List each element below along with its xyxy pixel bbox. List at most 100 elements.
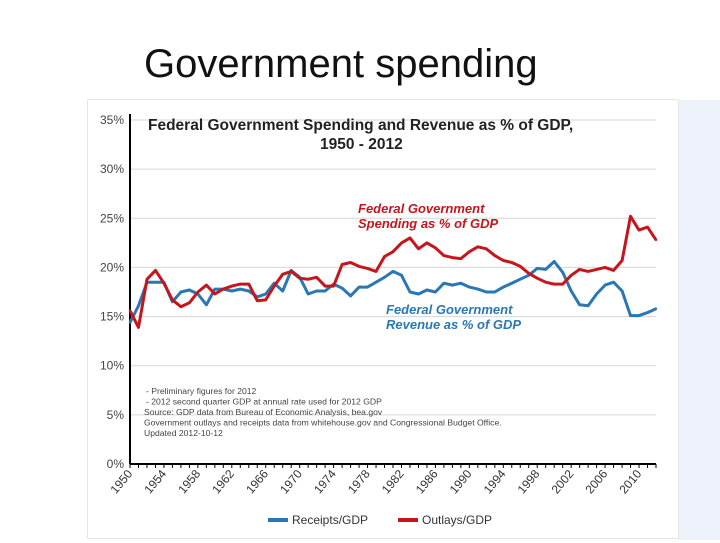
outlays-data-point <box>434 246 437 249</box>
outlays-data-point <box>417 247 420 250</box>
outlays-data-point <box>171 298 174 302</box>
outlays-data-point <box>145 278 149 281</box>
receipts-data-point <box>137 304 140 307</box>
receipts-data-point <box>476 287 479 291</box>
x-tick-label: 2006 <box>583 467 611 497</box>
outlays-data-point <box>205 283 208 287</box>
outlays-data-point <box>586 270 590 273</box>
receipts-data-point <box>323 289 327 293</box>
outlays-data-point <box>442 254 446 257</box>
x-tick-labels: 1950 1954 1958 1962 1966 1970 1974 1978 1982 1986… <box>107 467 644 497</box>
outlays-data-point <box>620 259 624 262</box>
outlays-data-point <box>162 282 166 285</box>
outlays-data-point <box>578 268 581 271</box>
x-tick-label: 1974 <box>311 467 339 497</box>
outlays-data-point <box>603 266 607 269</box>
receipts-legend-label: Receipts/GDP <box>292 513 368 527</box>
x-tick-label: 2002 <box>549 467 577 497</box>
receipts-data-point <box>510 282 513 285</box>
outlays-data-point <box>332 284 335 288</box>
y-tick-label: 15% <box>100 310 124 324</box>
receipts-data-point <box>315 289 318 293</box>
outlays-data-point <box>451 256 454 259</box>
outlays-data-point <box>239 282 242 286</box>
slide-title: Government spending <box>144 42 538 86</box>
outlays-data-point <box>527 272 530 275</box>
receipts-data-point <box>578 303 581 306</box>
receipts-data-point <box>230 289 233 293</box>
outlays-data-point <box>459 257 463 260</box>
y-tick-label: 25% <box>100 211 124 225</box>
outlays-data-point <box>510 261 513 264</box>
receipts-data-point <box>493 290 496 294</box>
receipts-data-point <box>646 311 649 314</box>
receipts-data-point <box>213 287 216 291</box>
chart-frame: 0% 5% 10% 15% 20% 25% 30% 35% 1950 1954 1958 1962 1… <box>88 100 678 538</box>
receipts-data-point <box>391 270 395 273</box>
receipts-data-point <box>188 288 191 292</box>
outlays-data-point <box>654 238 658 242</box>
receipts-data-point <box>179 290 183 294</box>
outlays-data-point <box>179 305 183 308</box>
outlays-data-point <box>408 236 412 240</box>
x-tick-label: 1962 <box>209 467 237 497</box>
outlays-data-point <box>383 255 386 258</box>
outlays-data-point <box>612 269 615 272</box>
grid-lines <box>130 119 656 416</box>
outlays-data-point <box>485 247 488 250</box>
source-note: Updated 2012-10-12 <box>144 428 223 438</box>
outlays-data-point <box>230 284 233 288</box>
outlays-data-point <box>544 281 547 284</box>
outlays-data-point <box>536 277 539 280</box>
receipts-data-point <box>442 282 446 285</box>
outlays-data-point <box>307 278 310 281</box>
outlays-data-point <box>273 284 276 288</box>
receipts-data-point <box>154 281 157 284</box>
outlays-data-point <box>595 268 598 271</box>
receipts-data-point <box>459 282 463 285</box>
outlays-data-point <box>374 270 378 273</box>
outlays-data-point <box>391 250 395 253</box>
source-notes: - Preliminary figures for 2012- 2012 sec… <box>144 386 502 438</box>
x-tick-label: 2010 <box>616 467 644 497</box>
x-tick-label: 1994 <box>481 467 509 497</box>
revenue-annotation: Federal Government <box>386 302 513 317</box>
spending-annotation: Federal Government <box>358 201 485 216</box>
source-note: - 2012 second quarter GDP at annual rate… <box>146 397 382 407</box>
receipts-data-point <box>247 289 250 293</box>
outlays-data-point <box>264 298 267 302</box>
source-note: - Preliminary figures for 2012 <box>146 386 257 396</box>
outlays-data-point <box>154 269 157 272</box>
receipts-data-point <box>128 321 132 324</box>
outlays-data-point <box>222 287 225 291</box>
y-tick-label: 5% <box>107 408 125 422</box>
outlays-data-point <box>561 282 564 286</box>
receipts-data-point <box>264 292 267 296</box>
y-tick-label: 20% <box>100 260 124 274</box>
receipts-data-point <box>281 289 284 293</box>
revenue-annotation: Revenue as % of GDP <box>386 317 521 332</box>
outlays-data-point <box>366 267 369 270</box>
x-tick-label: 1954 <box>141 467 169 497</box>
receipts-data-point <box>519 278 522 281</box>
y-tick-label: 10% <box>100 359 124 373</box>
outlays-data-point <box>137 326 140 329</box>
x-tick-label: 1986 <box>413 467 441 497</box>
outlays-data-point <box>476 245 479 248</box>
y-tick-label: 35% <box>100 113 124 127</box>
x-tick-label: 1982 <box>379 467 407 497</box>
side-panel-strip <box>678 100 720 540</box>
outlays-data-point <box>340 263 344 266</box>
outlays-data-point <box>637 228 641 232</box>
receipts-data-point <box>408 290 412 294</box>
outlays-data-point <box>196 290 200 294</box>
receipts-data-point <box>654 307 658 310</box>
series-lines <box>128 214 658 329</box>
receipts-data-point <box>425 288 429 292</box>
spending-annotation: Spending as % of GDP <box>358 216 498 231</box>
y-tick-label: 0% <box>107 457 125 471</box>
receipts-data-point <box>620 289 624 293</box>
x-tick-label: 1950 <box>107 467 135 497</box>
outlays-data-point <box>298 277 301 280</box>
